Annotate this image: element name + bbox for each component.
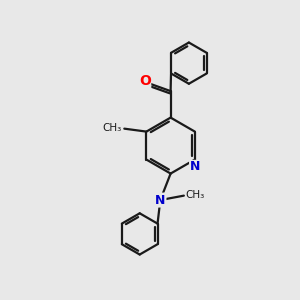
- Text: N: N: [190, 160, 200, 173]
- Text: N: N: [155, 194, 166, 207]
- Text: CH₃: CH₃: [103, 123, 122, 133]
- Text: CH₃: CH₃: [185, 190, 205, 200]
- Text: O: O: [139, 74, 151, 88]
